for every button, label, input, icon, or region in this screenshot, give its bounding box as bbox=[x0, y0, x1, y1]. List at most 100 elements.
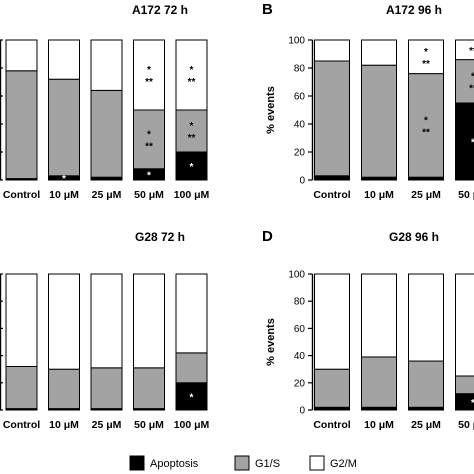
bar-segment-g1-s bbox=[408, 360, 444, 408]
y-tick-label: 0 bbox=[299, 176, 305, 187]
bar-segment-g2-m bbox=[314, 273, 350, 370]
legend-label: G2/M bbox=[330, 458, 357, 470]
bar-segment-g2-m bbox=[314, 39, 350, 62]
bar-segment-g2-m bbox=[175, 39, 208, 111]
bar-segment-g2-m bbox=[90, 273, 123, 369]
bar-segment-g2-m bbox=[5, 273, 38, 367]
x-tick-label: 25 μM bbox=[411, 189, 441, 201]
y-axis-label: % events bbox=[265, 86, 277, 134]
x-tick-label: 10 μM bbox=[49, 189, 79, 201]
bar-segment-g2-m bbox=[408, 273, 444, 362]
bar-segment-g1-s bbox=[90, 89, 123, 178]
x-tick-label: Control bbox=[3, 189, 40, 201]
significance-marker: * bbox=[190, 65, 194, 76]
x-tick-label: 50 μM bbox=[134, 189, 164, 201]
x-tick-label: 10 μM bbox=[49, 419, 79, 431]
y-tick-label: 0 bbox=[299, 406, 305, 417]
bar-segment-g1-s bbox=[408, 73, 444, 178]
bar-segment-g2-m bbox=[408, 39, 444, 75]
significance-marker: * bbox=[147, 170, 151, 181]
chart-title: A172 72 h bbox=[132, 3, 188, 17]
y-tick-label: 60 bbox=[294, 92, 306, 103]
significance-marker: * bbox=[471, 398, 474, 409]
significance-marker: * bbox=[147, 129, 151, 140]
x-tick-label: 10 μM bbox=[364, 419, 394, 431]
legend-swatch-g1-s bbox=[234, 455, 250, 471]
bar-segment-g1-s bbox=[175, 352, 208, 384]
x-tick-label: 50 μM bbox=[134, 419, 164, 431]
bar-segment-apoptosis bbox=[175, 382, 208, 411]
bar-segment-g1-s bbox=[314, 60, 350, 177]
significance-marker: * bbox=[471, 71, 474, 82]
y-axis-label: % events bbox=[265, 318, 277, 366]
legend-label: G1/S bbox=[255, 458, 280, 470]
bar-segment-g2-m bbox=[361, 273, 397, 358]
bar-segment-g2-m bbox=[455, 273, 474, 377]
bar-segment-g2-m bbox=[133, 273, 165, 369]
bar-segment-g1-s bbox=[455, 375, 474, 395]
bar-segment-g1-s bbox=[90, 367, 123, 410]
bar-segment-g1-s bbox=[48, 78, 80, 177]
significance-marker: ** bbox=[469, 83, 474, 94]
significance-marker: * bbox=[424, 47, 428, 58]
y-tick-label: 80 bbox=[294, 64, 306, 75]
bar-segment-g2-m bbox=[48, 273, 80, 370]
bar-segment-g1-s bbox=[5, 365, 38, 410]
chart-panel-3: G28 72 h Control 10 μM 25 μM 50 μM 100 μM * bbox=[0, 230, 210, 431]
chart-title: G28 96 h bbox=[389, 230, 439, 244]
chart-title: A172 96 h bbox=[386, 3, 442, 17]
panel-letter: B bbox=[262, 1, 273, 18]
y-tick-label: 100 bbox=[288, 36, 305, 47]
significance-marker: ** bbox=[188, 77, 196, 88]
bar-segment-g2-m bbox=[133, 39, 165, 111]
panel-letter: D bbox=[262, 228, 273, 245]
bar-segment-g2-m bbox=[48, 39, 80, 80]
significance-marker: ** bbox=[422, 127, 430, 138]
bar-segment-g2-m bbox=[361, 39, 397, 66]
x-tick-label: 10 μM bbox=[364, 189, 394, 201]
significance-marker: * bbox=[471, 138, 474, 149]
chart-panel-4: G28 96 h D 0 20 40 60 80 100 % events Control 10 μ… bbox=[262, 228, 474, 431]
bar-segment-g2-m bbox=[455, 39, 474, 61]
x-tick-label: Control bbox=[313, 419, 350, 431]
significance-marker: * bbox=[190, 162, 194, 173]
bar-segment-g2-m bbox=[175, 273, 208, 354]
bar-segment-g1-s bbox=[48, 368, 80, 410]
x-tick-label: 50 μM bbox=[458, 419, 474, 431]
chart-panel-2: A172 96 h B 0 20 40 60 80 100 % events Control 10 … bbox=[262, 1, 474, 201]
x-tick-label: Control bbox=[3, 419, 40, 431]
significance-marker: ** bbox=[145, 141, 153, 152]
y-tick-label: 80 bbox=[294, 297, 306, 308]
x-tick-label: 25 μM bbox=[92, 419, 122, 431]
legend-swatch-g2-m bbox=[309, 455, 325, 471]
legend: Apoptosis G1/S G2/M bbox=[129, 455, 357, 471]
x-tick-label: Control bbox=[313, 189, 350, 201]
legend-swatch-apoptosis bbox=[129, 455, 145, 471]
y-tick-label: 20 bbox=[294, 148, 306, 159]
x-tick-label: 100 μM bbox=[174, 419, 210, 431]
legend-label: Apoptosis bbox=[150, 458, 199, 470]
significance-marker: * bbox=[62, 174, 66, 185]
significance-marker: * bbox=[424, 115, 428, 126]
y-tick-label: 60 bbox=[294, 324, 306, 335]
bar-segment-g1-s bbox=[5, 70, 38, 180]
significance-marker: * bbox=[190, 121, 194, 132]
y-tick-label: 40 bbox=[294, 120, 306, 131]
chart-title: G28 72 h bbox=[135, 230, 185, 244]
significance-marker: ** bbox=[469, 46, 474, 57]
significance-marker: * bbox=[190, 392, 194, 403]
significance-marker: ** bbox=[145, 77, 153, 88]
y-tick-label: 100 bbox=[288, 270, 305, 281]
bar-segment-apoptosis bbox=[314, 175, 350, 181]
bar-segment-g2-m bbox=[90, 39, 123, 91]
bar-segment-g2-m bbox=[5, 39, 38, 72]
x-tick-label: 50 μM bbox=[458, 189, 474, 201]
bar-segment-g1-s bbox=[361, 356, 397, 408]
significance-marker: * bbox=[147, 65, 151, 76]
bar-segment-g1-s bbox=[361, 64, 397, 178]
x-tick-label: 100 μM bbox=[174, 189, 210, 201]
x-tick-label: 25 μM bbox=[411, 419, 441, 431]
